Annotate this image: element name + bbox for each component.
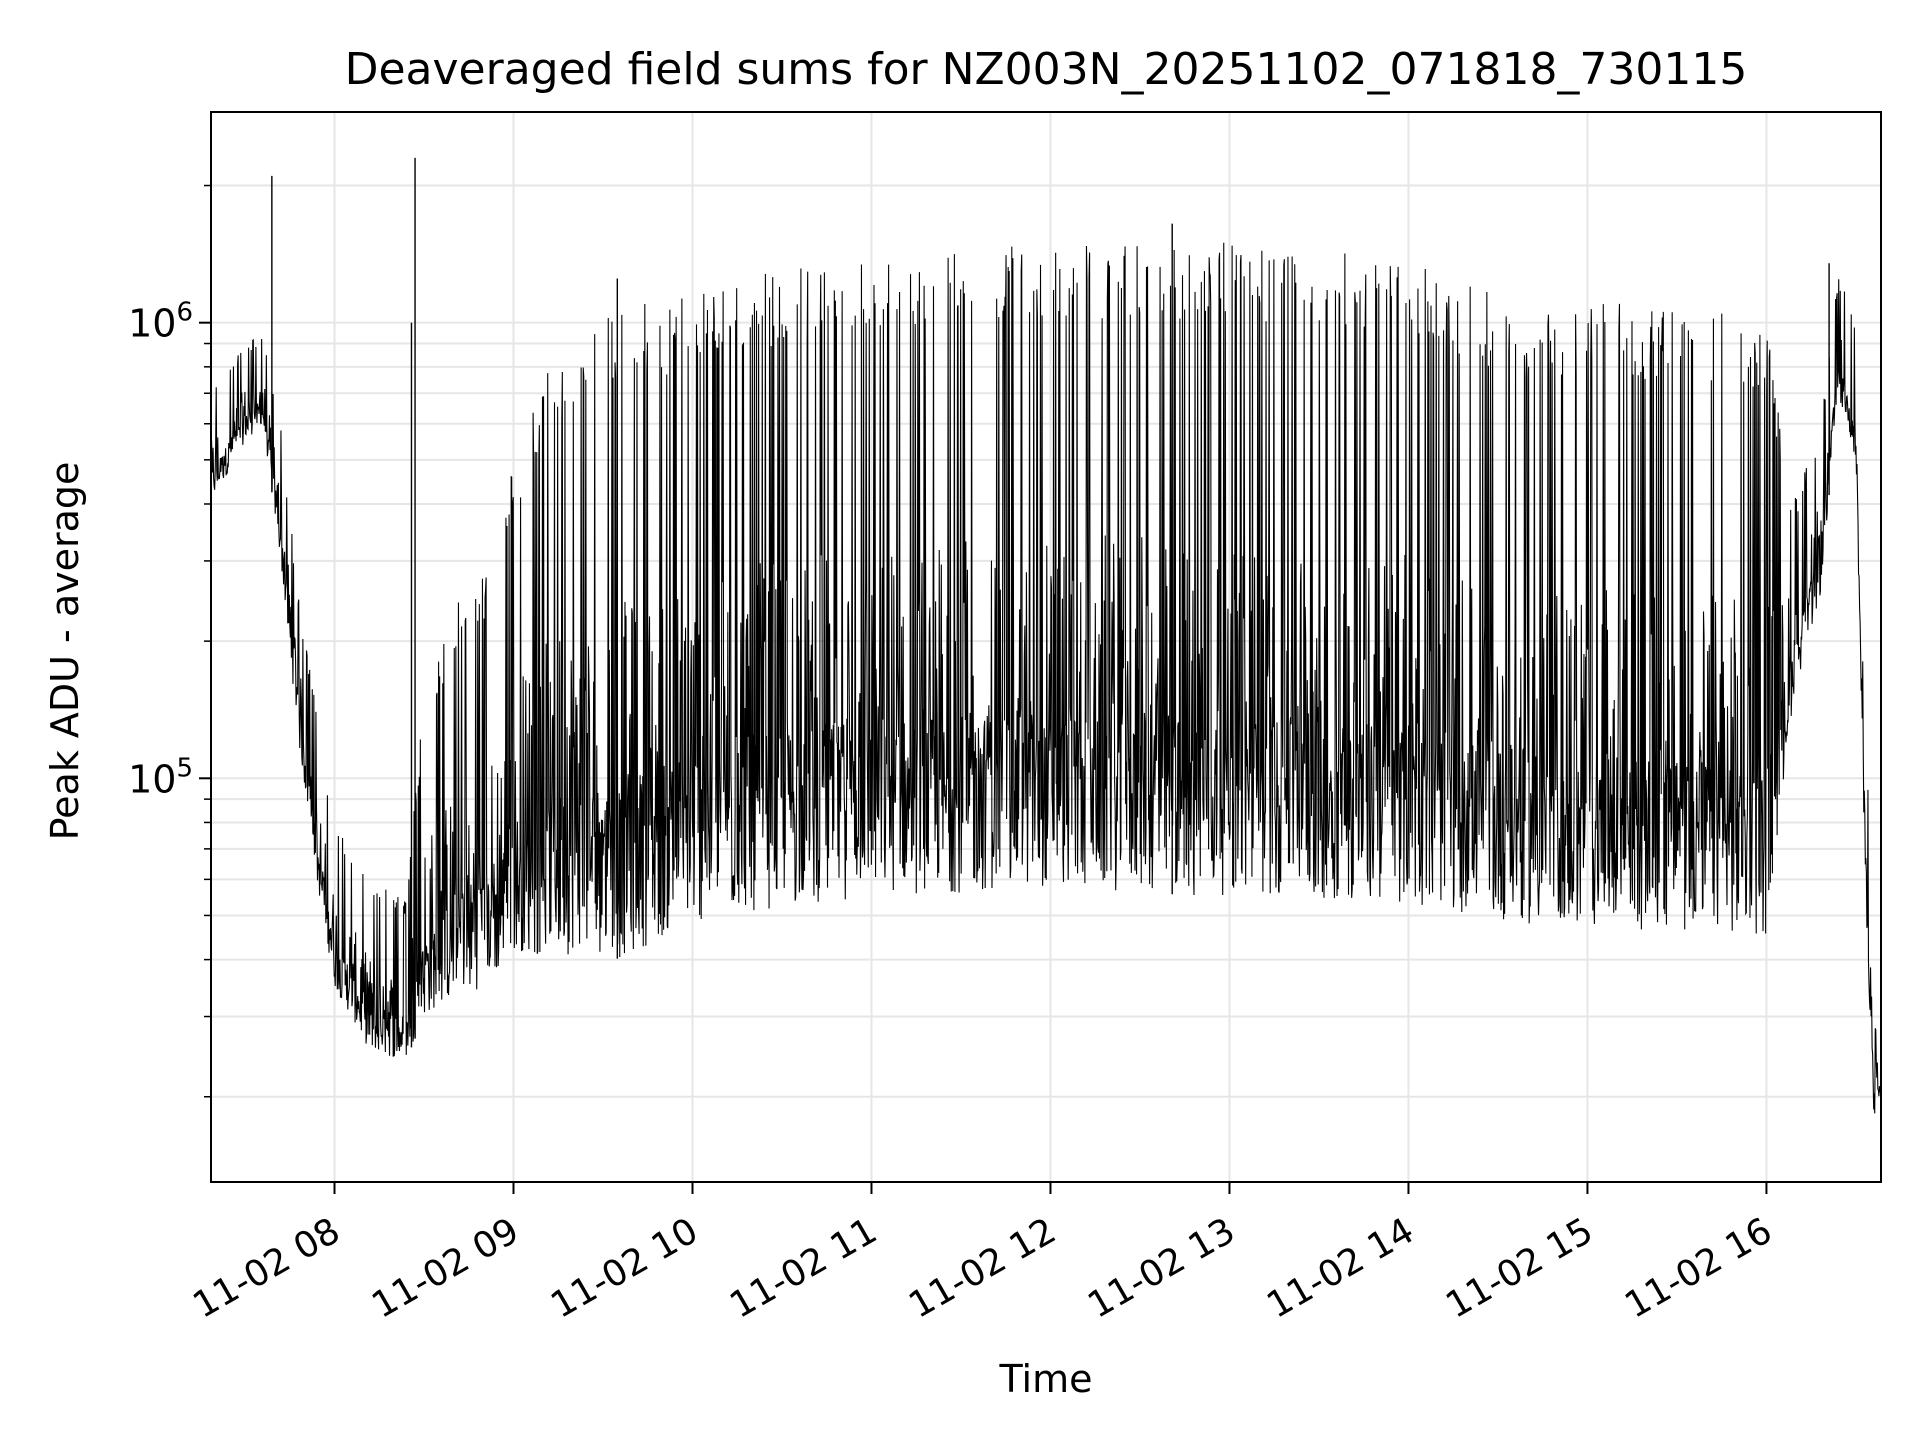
y-tick-label: 106 bbox=[128, 298, 193, 346]
chart-title: Deaveraged field sums for NZ003N_2025110… bbox=[345, 44, 1748, 95]
data-series-line bbox=[210, 242, 1882, 1114]
x-axis-label: Time bbox=[999, 1357, 1093, 1401]
y-tick-label: 105 bbox=[128, 753, 193, 801]
y-axis-label: Peak ADU - average bbox=[43, 462, 87, 841]
plot-area-frame bbox=[210, 111, 1882, 1183]
data-layer bbox=[210, 157, 1882, 1114]
